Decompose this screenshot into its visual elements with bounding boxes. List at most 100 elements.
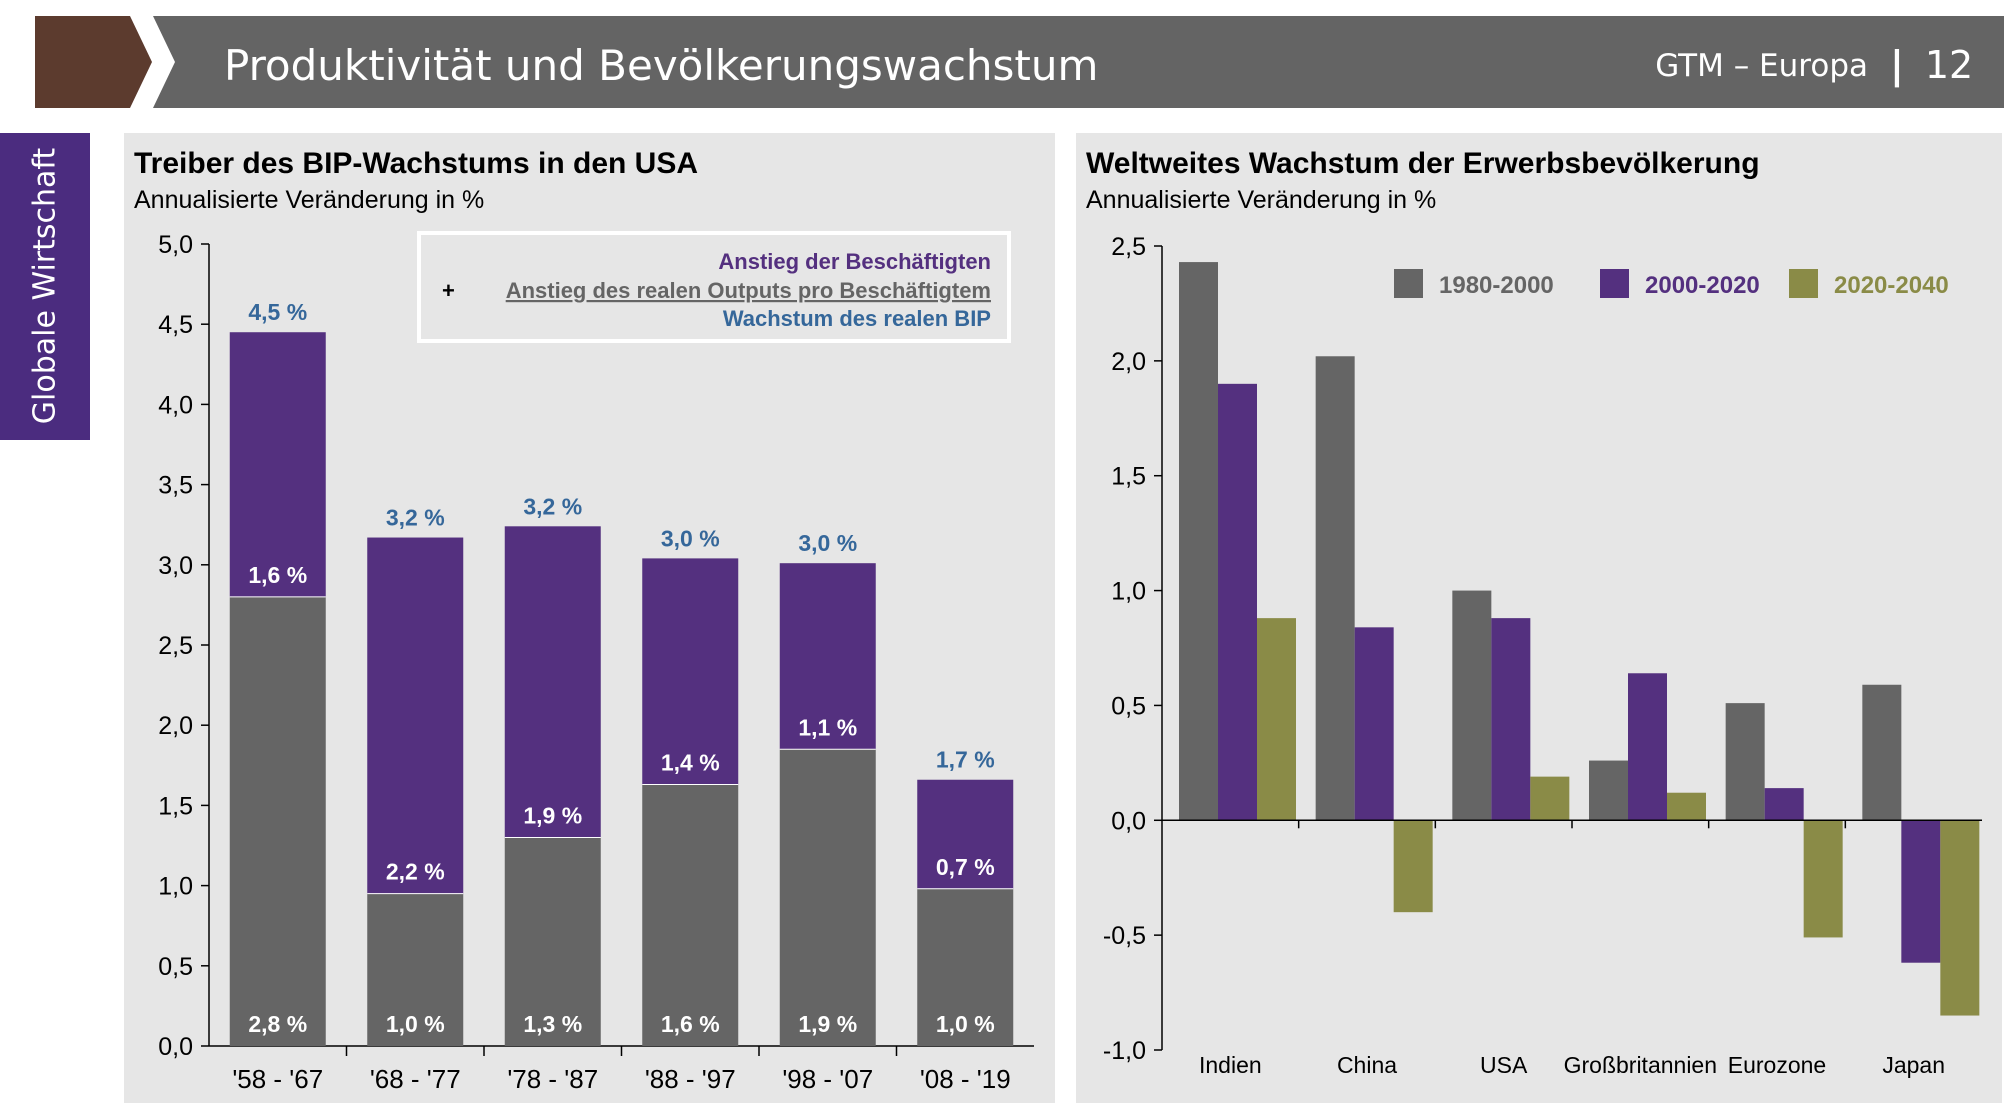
labor-bar-2000-2020 [1628,673,1667,821]
labor-y-tick-label: 1,5 [1111,463,1146,491]
gdp-bar-employment [504,837,601,1046]
gdp-label-productivity: 1,4 % [661,750,720,776]
gdp-y-tick-label: 1,0 [158,873,193,901]
gdp-label-employment: 1,0 % [386,1011,445,1037]
gdp-label-employment: 1,0 % [936,1011,995,1037]
gdp-bar-employment [642,784,739,1046]
gdp-label-employment: 1,6 % [661,1011,720,1037]
header-arrow-shape [35,16,152,108]
gdp-bar-employment [367,893,464,1046]
gdp-bar-employment [779,749,876,1046]
labor-y-tick-label: 0,0 [1111,807,1146,835]
labor-bar-1980-2000 [1315,356,1355,821]
labor-chart-title: Weltweites Wachstum der Erwerbsbevölkeru… [1086,147,1760,180]
gdp-bar-productivity [779,563,876,750]
labor-bar-2020-2040 [1393,820,1433,913]
labor-y-tick-label: 1,0 [1111,578,1146,606]
gdp-y-tick-label: 5,0 [158,231,193,259]
labor-legend-swatch [1789,269,1818,298]
gdp-y-tick-label: 2,5 [158,632,193,660]
labor-x-tick-label: Großbritannien [1564,1052,1717,1078]
gdp-legend-productivity: Anstieg des realen Outputs pro Beschäfti… [506,278,991,303]
gdp-y-tick-label: 4,5 [158,311,193,339]
gdp-label-productivity: 1,6 % [248,562,307,588]
labor-y-tick-label: -1,0 [1103,1037,1146,1065]
gdp-x-tick-label: '68 - '77 [370,1064,461,1094]
gdp-y-tick-label: 0,0 [158,1033,193,1061]
gdp-y-tick-label: 4,0 [158,391,193,419]
gdp-label-total: 3,2 % [523,493,582,519]
labor-bar-2020-2040 [1530,776,1570,821]
labor-bar-1980-2000 [1589,760,1628,821]
gdp-bar-productivity [229,332,326,597]
labor-legend-swatch [1600,269,1629,298]
gdp-label-productivity: 1,1 % [798,714,857,740]
labor-bar-2000-2020 [1354,627,1394,821]
gdp-bar-productivity [917,779,1014,889]
labor-bar-1980-2000 [1862,684,1902,821]
labor-bar-1980-2000 [1725,703,1765,821]
labor-x-tick-label: Japan [1882,1052,1945,1078]
header-title-band [153,16,2004,108]
gdp-label-total: 1,7 % [936,747,995,773]
labor-force-chart: -1,0 -0,5 0,0 0,5 1,0 1,5 2,0 2,5 Indien China USA… [1103,233,1982,1078]
labor-y-tick-label: 2,0 [1111,348,1146,376]
gdp-label-total: 3,2 % [386,505,445,531]
gdp-label-productivity: 0,7 % [936,854,995,880]
gdp-x-tick-label: '88 - '97 [645,1064,736,1094]
header-separator: | [1890,43,1904,88]
section-tab: Globale Wirtschaft [0,133,90,440]
gdp-label-employment: 1,3 % [523,1011,582,1037]
page-title: Produktivität und Bevölkerungswachstum [224,41,1098,90]
gdp-legend-employment: Anstieg der Beschäftigten [718,249,991,274]
labor-legend-label: 2020-2040 [1834,272,1949,299]
gdp-legend-real-gdp: Wachstum des realen BIP [723,306,991,331]
labor-bar-2000-2020 [1218,383,1257,821]
gdp-bar-employment [229,596,326,1046]
gdp-label-productivity: 1,9 % [523,802,582,828]
gdp-label-total: 3,0 % [661,525,720,551]
gdp-label-total: 3,0 % [798,530,857,556]
labor-bar-2020-2040 [1667,792,1706,821]
region-label: GTM – Europa [1655,48,1868,84]
gdp-drivers-chart: 0,0 0,5 1,0 1,5 2,0 2,5 3,0 3,5 4,0 4,5 5,0 2,8 % 1,… [158,231,1034,1094]
gdp-label-productivity: 2,2 % [386,859,445,885]
labor-x-tick-label: Eurozone [1728,1052,1826,1078]
labor-x-tick-label: USA [1480,1052,1528,1078]
labor-bar-2000-2020 [1491,618,1531,821]
gdp-chart-subtitle: Annualisierte Veränderung in % [134,186,485,214]
labor-y-tick-label: -0,5 [1103,922,1146,950]
labor-y-tick-label: 0,5 [1111,692,1146,720]
gdp-bar-productivity [504,526,601,838]
labor-bar-2020-2040 [1257,618,1296,821]
gdp-x-tick-label: '58 - '67 [232,1064,323,1094]
gdp-y-tick-label: 3,0 [158,552,193,580]
gdp-label-employment: 2,8 % [248,1011,307,1037]
gdp-y-tick-label: 3,5 [158,472,193,500]
gdp-x-tick-label: '08 - '19 [920,1064,1011,1094]
labor-x-tick-label: China [1337,1052,1397,1078]
gdp-x-tick-label: '78 - '87 [507,1064,598,1094]
gdp-bar-productivity [642,558,739,785]
gdp-bar-employment [917,888,1014,1046]
labor-legend-swatch [1394,269,1423,298]
gdp-label-employment: 1,9 % [798,1011,857,1037]
labor-bar-1980-2000 [1452,590,1492,821]
gdp-x-tick-label: '98 - '07 [782,1064,873,1094]
gdp-y-tick-label: 2,0 [158,712,193,740]
labor-legend-label: 1980-2000 [1439,272,1554,299]
gdp-y-tick-label: 1,5 [158,792,193,820]
labor-bar-2000-2020 [1901,820,1941,963]
gdp-legend-box [417,231,1011,343]
labor-chart-subtitle: Annualisierte Veränderung in % [1086,186,1437,214]
gdp-legend-plus: + [442,278,455,303]
header-bar: Produktivität und Bevölkerungswachstum G… [35,16,2004,108]
labor-bar-1980-2000 [1179,262,1218,821]
labor-bar-2020-2040 [1803,820,1843,938]
page-number: 12 [1925,43,1973,87]
labor-bar-2020-2040 [1940,820,1980,1016]
gdp-bar-productivity [367,537,464,894]
labor-y-tick-label: 2,5 [1111,233,1146,261]
labor-x-tick-label: Indien [1199,1052,1262,1078]
labor-bar-2000-2020 [1764,788,1804,821]
